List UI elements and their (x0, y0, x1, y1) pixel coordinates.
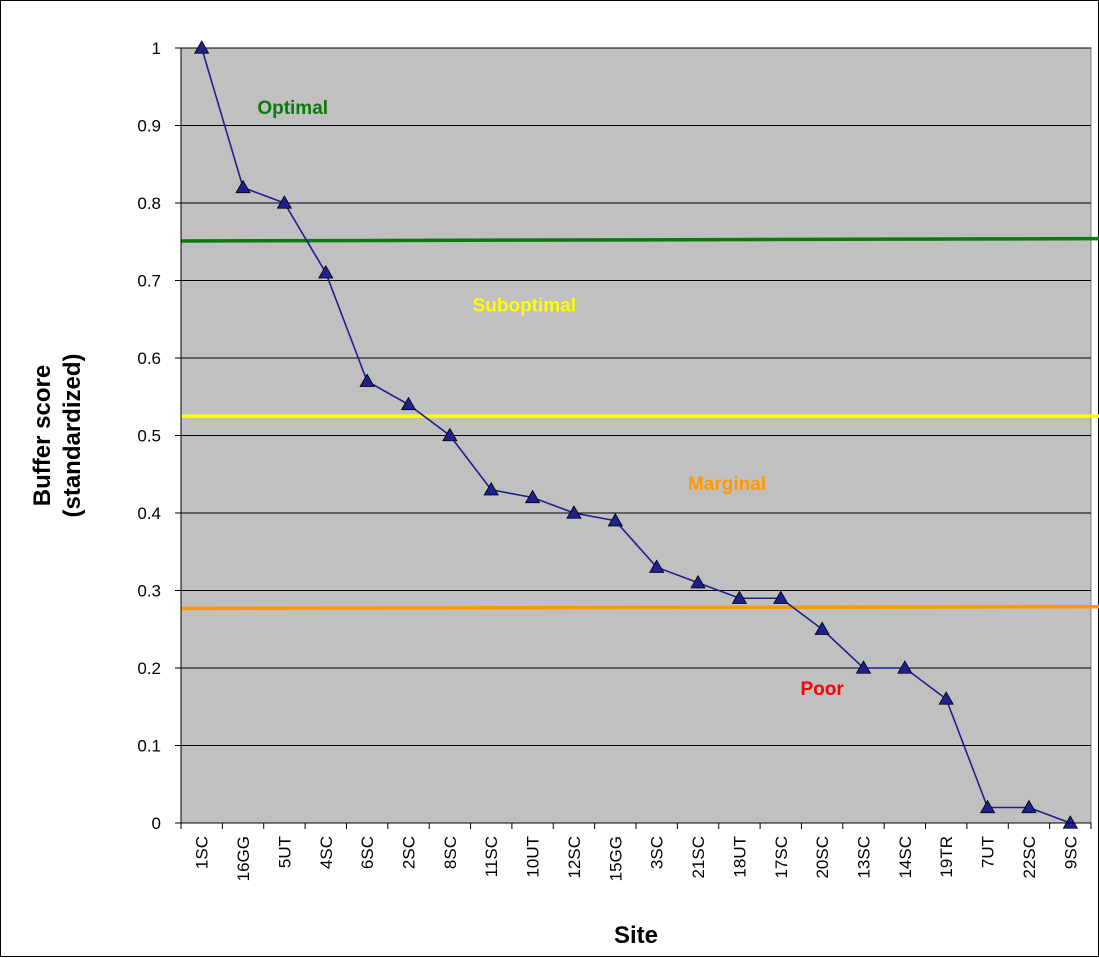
x-tick-label: 15GG (606, 836, 625, 881)
data-series (193, 40, 1079, 829)
x-tick-label: 4SC (317, 836, 336, 869)
data-point-marker (566, 505, 582, 519)
y-tick-label: 0.5 (137, 427, 161, 446)
y-axis-title-line1: Buffer score (29, 365, 56, 506)
threshold-line (180, 236, 1099, 243)
x-tick-label: 1SC (193, 836, 212, 869)
x-tick-label: 18UT (730, 836, 749, 878)
data-point-marker (648, 559, 665, 573)
x-tick-label: 16GG (234, 836, 253, 881)
x-axis-title: Site (614, 922, 658, 949)
x-tick-label: 8SC (441, 836, 460, 869)
x-tick-label: 3SC (648, 836, 667, 869)
data-point-marker (773, 590, 789, 604)
series-line (200, 47, 1071, 824)
y-axis-title-line2: (standardized) (59, 353, 86, 517)
data-point-marker (400, 396, 417, 411)
threshold-lines (180, 236, 1099, 611)
y-tick-label: 1 (152, 39, 161, 58)
x-tick-label: 10UT (524, 836, 543, 878)
zone-labels: Optimal Suboptimal Marginal Poor (257, 98, 844, 700)
data-point-marker (235, 179, 251, 194)
threshold-line (180, 605, 1099, 611)
data-point-marker (731, 590, 748, 604)
y-tick-label: 0.3 (137, 582, 161, 601)
data-point-marker (690, 574, 706, 589)
data-point-marker (1021, 799, 1037, 814)
y-tick-label: 0.4 (137, 504, 161, 523)
data-point-marker (524, 489, 541, 504)
gridlines (181, 47, 1091, 746)
data-point-marker (359, 373, 375, 387)
data-point-marker (193, 40, 210, 54)
x-tick-label: 20SC (813, 836, 832, 879)
y-tick-label: 0 (152, 814, 161, 833)
x-tick-label: 11SC (482, 836, 501, 877)
x-tick-label: 7UT (979, 836, 998, 868)
zone-label: Suboptimal (473, 296, 576, 317)
zone-label: Marginal (688, 474, 766, 495)
zone-label: Poor (800, 679, 844, 700)
y-tick-label: 0.7 (137, 272, 161, 291)
x-tick-label: 5UT (275, 836, 294, 868)
data-point-marker (979, 799, 996, 814)
zone-label: Optimal (257, 98, 328, 119)
x-tick-label: 9SC (1061, 836, 1080, 869)
x-tick-label: 2SC (400, 836, 419, 869)
x-tick-label: 13SC (855, 836, 874, 879)
y-tick-label: 0.2 (137, 659, 161, 678)
x-tick-label: 17SC (772, 836, 791, 879)
x-tick-label: 19TR (937, 836, 956, 878)
data-point-marker (483, 481, 499, 496)
y-tick-label: 0.1 (137, 737, 161, 756)
data-point-marker (442, 427, 458, 442)
x-tick-label: 21SC (689, 836, 708, 879)
data-point-marker (276, 195, 293, 209)
x-tick-label: 14SC (896, 836, 915, 879)
data-point-marker (814, 621, 830, 635)
y-tick-label: 0.6 (137, 349, 161, 368)
data-point-marker (938, 691, 954, 705)
x-tick-label: 12SC (565, 836, 584, 879)
x-tick-label: 6SC (358, 836, 377, 869)
y-axis-title: Buffer score (standardized) (29, 353, 86, 517)
y-tick-label: 0.8 (137, 194, 161, 213)
y-tick-label: 0.9 (137, 117, 161, 136)
x-tick-label: 22SC (1020, 836, 1039, 879)
data-point-marker (1062, 815, 1079, 829)
data-point-marker (855, 660, 872, 674)
data-point-marker (897, 660, 913, 674)
data-point-marker (318, 264, 334, 279)
data-point-marker (607, 512, 624, 527)
